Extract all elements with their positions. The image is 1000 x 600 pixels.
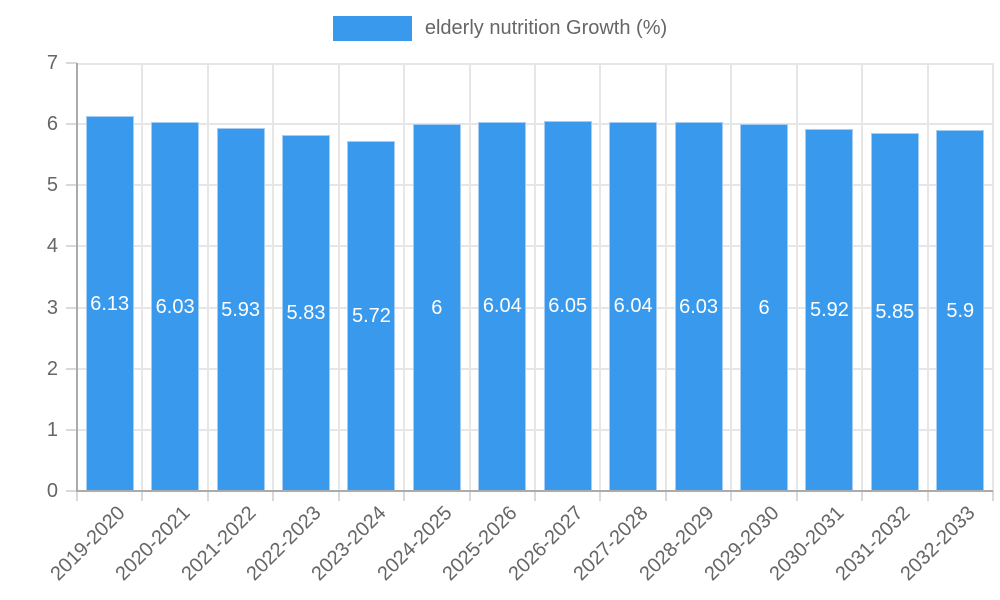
- legend-swatch: [332, 16, 412, 41]
- y-axis-tick-label: 5: [46, 174, 58, 197]
- axis-tick: [926, 491, 929, 501]
- axis-tick: [337, 491, 340, 501]
- gridline: [534, 63, 536, 491]
- bar[interactable]: [740, 124, 788, 491]
- bar[interactable]: [609, 121, 658, 491]
- gridline: [272, 63, 275, 491]
- axis-tick: [664, 491, 667, 501]
- bar[interactable]: [870, 133, 919, 491]
- axis-tick: [66, 306, 77, 309]
- axis-tick: [66, 490, 77, 492]
- bar[interactable]: [347, 141, 396, 491]
- x-axis-line: [77, 490, 993, 492]
- axis-tick: [66, 428, 77, 431]
- gridline: [337, 63, 340, 491]
- bar[interactable]: [85, 116, 134, 491]
- axis-tick: [599, 491, 602, 501]
- bar[interactable]: [805, 129, 854, 491]
- gridline: [599, 63, 602, 491]
- gridline: [926, 63, 929, 491]
- axis-tick: [66, 245, 77, 248]
- y-axis-tick-label: 0: [46, 480, 58, 502]
- axis-tick: [403, 491, 406, 501]
- bar[interactable]: [674, 122, 723, 491]
- bar[interactable]: [543, 121, 592, 491]
- y-axis-tick-label: 4: [46, 235, 58, 258]
- y-axis-tick-label: 3: [46, 296, 58, 319]
- axis-tick: [795, 491, 798, 501]
- axis-tick: [66, 367, 77, 370]
- legend-label: elderly nutrition Growth (%): [424, 17, 668, 39]
- gridline: [992, 63, 994, 491]
- axis-tick: [141, 491, 144, 501]
- axis-tick: [468, 491, 471, 501]
- axis-tick: [76, 491, 78, 501]
- gridline: [795, 63, 798, 491]
- legend-item[interactable]: elderly nutrition Growth (%): [332, 16, 668, 41]
- bar[interactable]: [936, 130, 985, 491]
- y-axis-tick-label: 2: [46, 357, 58, 380]
- gridline: [468, 63, 471, 491]
- bar[interactable]: [412, 124, 461, 491]
- axis-tick: [861, 491, 864, 501]
- y-axis-tick-label: 6: [46, 113, 58, 136]
- axis-tick: [66, 62, 77, 64]
- bar[interactable]: [282, 134, 330, 491]
- bar[interactable]: [478, 121, 527, 491]
- axis-tick: [66, 123, 77, 126]
- legend: elderly nutrition Growth (%): [0, 16, 1000, 41]
- axis-tick: [66, 184, 77, 187]
- gridline: [141, 63, 144, 491]
- y-axis-tick-label: 1: [46, 418, 58, 441]
- gridline: [403, 63, 406, 491]
- y-axis-line: [76, 63, 78, 492]
- plot-area: 6.13 6.03 5.93 5.83 5.72 6 6.04 6.05 6.04 6.03 6 5.…: [77, 63, 994, 491]
- gridline: [730, 63, 733, 491]
- gridline: [664, 63, 667, 491]
- bar[interactable]: [216, 128, 265, 491]
- axis-tick: [992, 491, 994, 501]
- bar[interactable]: [151, 122, 200, 491]
- gridline: [861, 63, 864, 491]
- axis-tick: [534, 491, 536, 501]
- axis-tick: [272, 491, 275, 501]
- axis-tick: [730, 491, 733, 501]
- gridline: [206, 63, 209, 491]
- axis-tick: [206, 491, 209, 501]
- y-axis-tick-label: 7: [46, 52, 58, 74]
